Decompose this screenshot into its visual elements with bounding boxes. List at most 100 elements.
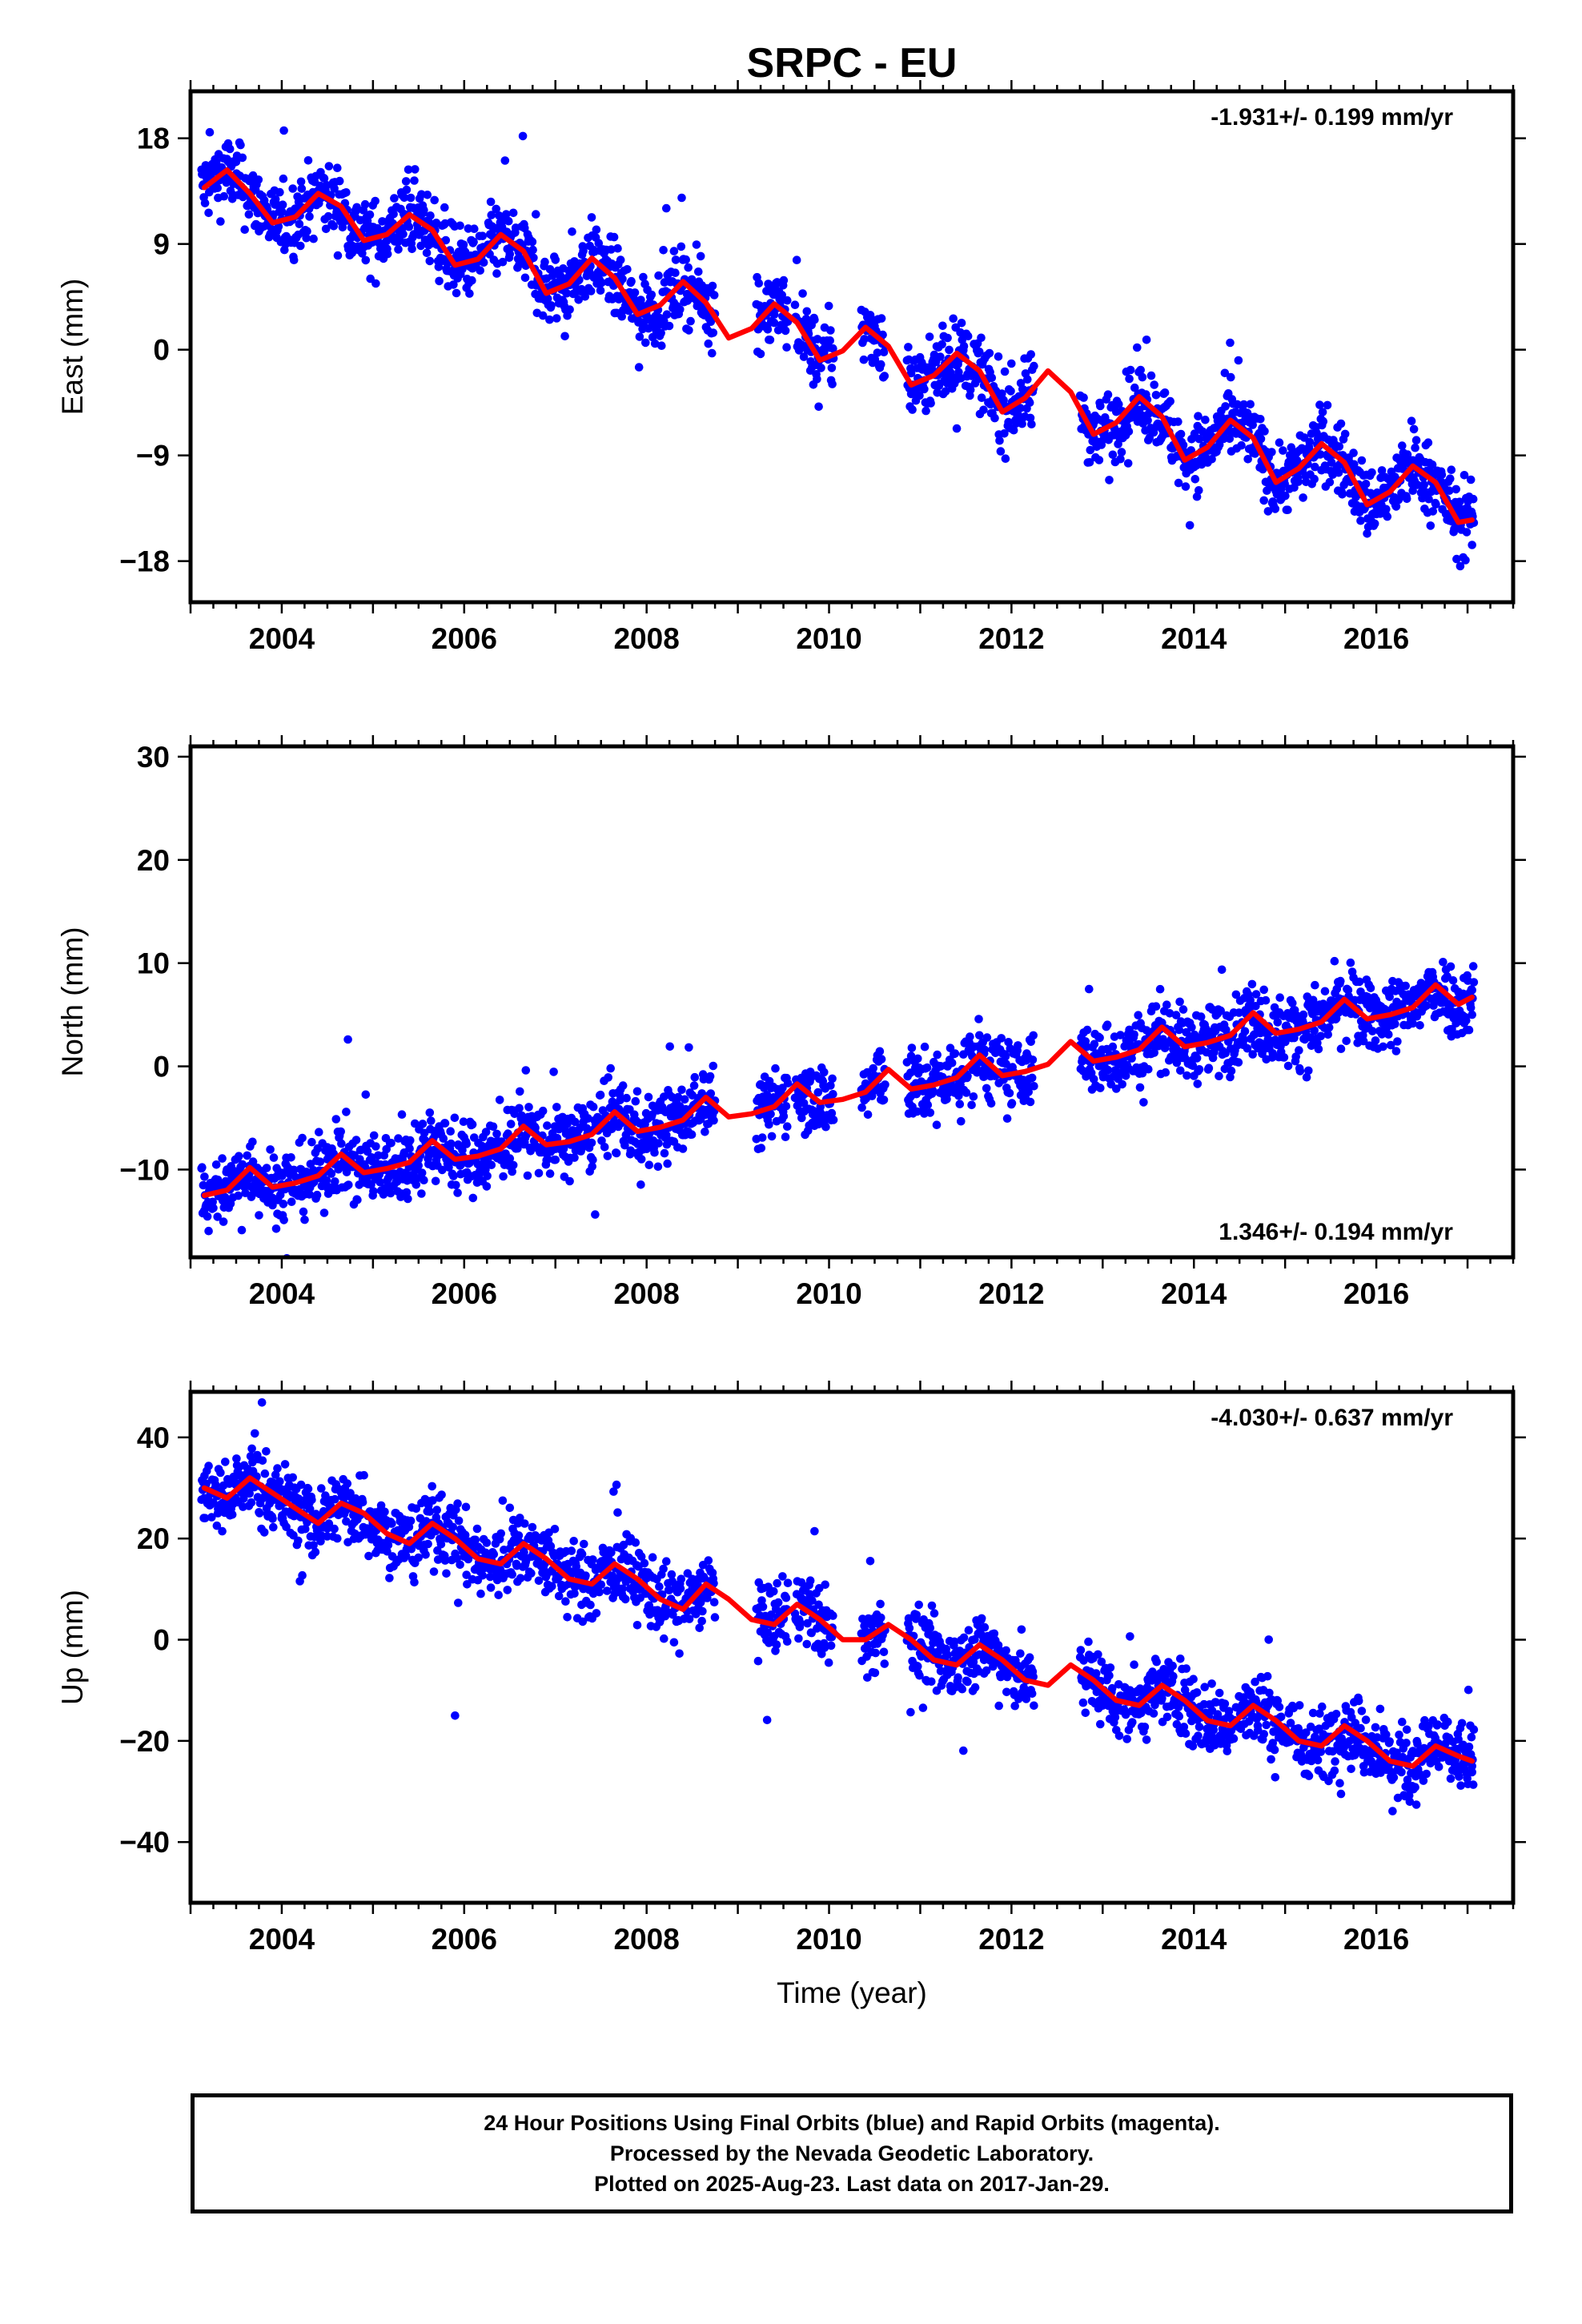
- data-point: [1126, 365, 1135, 375]
- data-point: [1155, 984, 1165, 994]
- data-point: [1243, 1043, 1252, 1053]
- x-tick-label: 2008: [613, 622, 679, 655]
- data-point: [390, 194, 399, 203]
- data-point: [1281, 1037, 1290, 1047]
- data-point: [1118, 1080, 1126, 1089]
- data-point: [329, 222, 339, 231]
- data-point: [459, 1117, 468, 1126]
- data-point: [434, 263, 444, 271]
- data-point: [448, 1522, 457, 1532]
- data-point: [636, 1552, 646, 1561]
- data-point: [641, 338, 650, 348]
- data-point: [1231, 990, 1241, 999]
- data-point: [359, 1470, 368, 1480]
- data-point: [1144, 1064, 1153, 1074]
- data-point: [966, 1032, 974, 1041]
- data-point: [567, 1546, 576, 1555]
- data-point: [1014, 1041, 1022, 1050]
- data-point: [278, 200, 287, 209]
- data-point: [579, 246, 588, 255]
- data-point: [327, 1169, 336, 1178]
- data-point: [551, 255, 560, 264]
- data-point: [472, 1524, 482, 1534]
- data-point: [441, 235, 451, 245]
- data-point: [494, 1590, 503, 1599]
- data-point: [955, 1100, 965, 1108]
- data-point: [244, 210, 254, 219]
- data-point: [380, 1507, 389, 1517]
- data-point: [238, 1160, 247, 1169]
- data-point: [1384, 1030, 1393, 1039]
- data-point: [449, 1172, 458, 1180]
- data-point: [1251, 990, 1261, 999]
- data-point: [613, 243, 622, 253]
- data-point: [1192, 1054, 1202, 1063]
- data-point: [300, 1215, 309, 1224]
- data-point: [461, 1502, 471, 1512]
- data-point: [600, 1143, 609, 1152]
- data-point: [1256, 415, 1265, 424]
- x-tick-label: 2010: [796, 1277, 861, 1310]
- data-point: [543, 1121, 552, 1130]
- data-point: [580, 1539, 588, 1549]
- data-point: [616, 1096, 624, 1105]
- data-point: [411, 165, 420, 174]
- data-point: [966, 385, 975, 395]
- data-point: [289, 1165, 299, 1175]
- data-point: [757, 1144, 766, 1152]
- data-point: [1000, 429, 1009, 438]
- data-point: [251, 1429, 259, 1438]
- data-point: [1227, 1066, 1236, 1076]
- data-point: [857, 1103, 866, 1112]
- data-point: [498, 257, 508, 267]
- data-point: [1171, 1011, 1181, 1019]
- data-point: [681, 255, 690, 264]
- data-point: [677, 242, 686, 251]
- data-point: [813, 1088, 823, 1097]
- x-tick-label: 2012: [978, 1277, 1044, 1310]
- data-point: [1391, 1047, 1401, 1055]
- data-point: [268, 1200, 277, 1210]
- data-point: [453, 1499, 462, 1508]
- data-point: [302, 233, 311, 243]
- data-point: [1135, 1083, 1145, 1092]
- data-point: [595, 1587, 604, 1597]
- data-point: [476, 266, 484, 275]
- data-point: [289, 255, 299, 265]
- data-point: [397, 1110, 407, 1119]
- data-point: [1018, 419, 1026, 428]
- data-point: [427, 1116, 436, 1125]
- data-point: [1330, 956, 1339, 966]
- data-point: [607, 1548, 616, 1557]
- data-point: [414, 1161, 423, 1170]
- data-point: [387, 1552, 397, 1561]
- data-point: [867, 315, 877, 324]
- data-point: [1028, 1055, 1038, 1064]
- data-point: [547, 301, 556, 310]
- data-point: [1343, 986, 1353, 995]
- data-point: [1116, 1031, 1125, 1039]
- data-point: [331, 1115, 341, 1124]
- data-point: [1464, 1025, 1474, 1035]
- data-point: [1085, 458, 1094, 467]
- data-point: [369, 1187, 378, 1196]
- data-point: [369, 1131, 379, 1140]
- data-point: [527, 1569, 536, 1578]
- data-point: [979, 405, 988, 415]
- data-point: [257, 1398, 267, 1407]
- data-point: [650, 1148, 659, 1157]
- data-point: [412, 1180, 421, 1189]
- data-point: [387, 1139, 396, 1148]
- data-point: [478, 1571, 487, 1580]
- data-point: [678, 1144, 688, 1153]
- data-point: [913, 1054, 922, 1063]
- data-point: [1029, 1031, 1038, 1040]
- data-point: [498, 1496, 508, 1506]
- data-point: [218, 1526, 227, 1536]
- data-point: [1005, 1088, 1014, 1098]
- data-point: [321, 1491, 330, 1500]
- data-point: [262, 1164, 271, 1172]
- data-point: [510, 1109, 519, 1119]
- data-point: [1166, 396, 1174, 406]
- data-point: [209, 1498, 218, 1507]
